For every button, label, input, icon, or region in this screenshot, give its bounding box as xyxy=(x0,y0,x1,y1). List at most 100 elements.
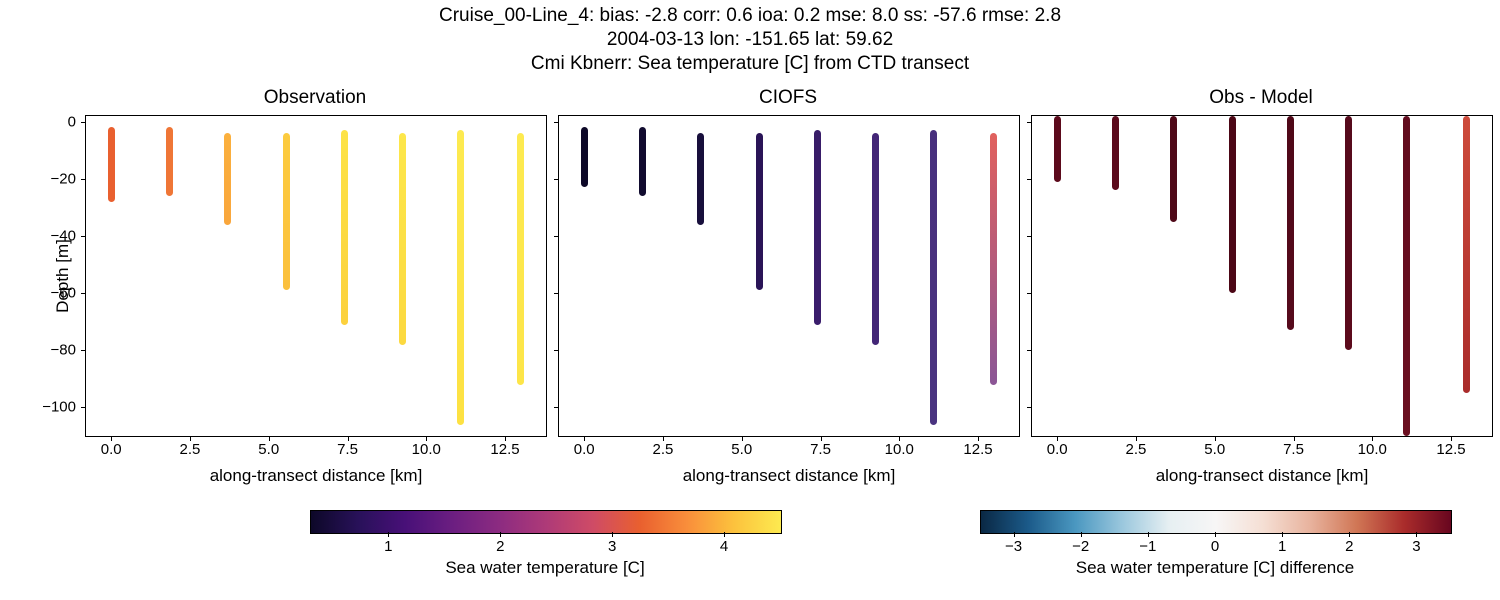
y-tick-label: −40 xyxy=(51,228,76,245)
y-tick-mark xyxy=(1027,122,1032,123)
y-axis-label: Depth [m] xyxy=(53,239,73,313)
ctd-profile xyxy=(1112,116,1119,190)
colorbar-tick-mark xyxy=(1349,532,1350,537)
ctd-profile xyxy=(990,133,997,384)
colorbar-tick-label: 3 xyxy=(608,538,616,555)
panels-row: ObservationDepth [m]0−20−40−60−80−1000.0… xyxy=(85,115,1485,455)
y-tick-mark xyxy=(1027,350,1032,351)
panel-2: Obs - Model0.02.55.07.510.012.5along-tra… xyxy=(1031,115,1491,455)
ctd-profile xyxy=(581,127,588,187)
ctd-profile xyxy=(697,133,704,224)
y-tick-mark xyxy=(554,179,559,180)
plot-area: 0.02.55.07.510.012.5along-transect dista… xyxy=(1031,115,1493,437)
colorbar-tick-mark xyxy=(724,532,725,537)
x-tick-label: 5.0 xyxy=(731,441,752,458)
y-tick-mark xyxy=(81,179,86,180)
colorbar-tick-mark xyxy=(1081,532,1082,537)
x-tick-mark xyxy=(505,436,506,441)
ctd-profile xyxy=(930,130,937,424)
panel-title: CIOFS xyxy=(558,87,1018,109)
y-tick-label: −80 xyxy=(51,342,76,359)
x-tick-label: 5.0 xyxy=(258,441,279,458)
y-tick-label: −20 xyxy=(51,170,76,187)
ctd-profile xyxy=(756,133,763,290)
suptitle-line-3: Cmi Kbnerr: Sea temperature [C] from CTD… xyxy=(0,52,1500,76)
x-tick-mark xyxy=(1057,436,1058,441)
panel-1: CIOFS0.02.55.07.510.012.5along-transect … xyxy=(558,115,1018,455)
y-tick-mark xyxy=(554,350,559,351)
colorbar-tick-label: 4 xyxy=(720,538,728,555)
x-axis-label: along-transect distance [km] xyxy=(559,466,1019,486)
colorbar-tick-mark xyxy=(1282,532,1283,537)
panel-title: Obs - Model xyxy=(1031,87,1491,109)
x-tick-label: 10.0 xyxy=(412,441,441,458)
y-tick-label: −60 xyxy=(51,285,76,302)
x-tick-label: 12.5 xyxy=(963,441,992,458)
colorbar-gradient xyxy=(980,510,1452,534)
x-tick-label: 12.5 xyxy=(490,441,519,458)
plot-area: Depth [m]0−20−40−60−80−1000.02.55.07.510… xyxy=(85,115,547,437)
x-tick-mark xyxy=(348,436,349,441)
ctd-profile xyxy=(224,133,231,224)
x-tick-label: 7.5 xyxy=(1283,441,1304,458)
ctd-profile xyxy=(341,130,348,324)
ctd-profile xyxy=(399,133,406,344)
colorbar-tick-mark xyxy=(612,532,613,537)
x-tick-mark xyxy=(1215,436,1216,441)
ctd-profile xyxy=(1287,116,1294,330)
y-tick-mark xyxy=(1027,179,1032,180)
y-tick-label: −100 xyxy=(42,399,76,416)
y-tick-mark xyxy=(554,293,559,294)
x-axis-label: along-transect distance [km] xyxy=(1032,466,1492,486)
y-tick-mark xyxy=(554,407,559,408)
colorbar-tick-label: −1 xyxy=(1139,538,1156,555)
ctd-profile xyxy=(1229,116,1236,293)
colorbar-tick-label: 1 xyxy=(384,538,392,555)
x-tick-label: 10.0 xyxy=(885,441,914,458)
x-tick-label: 0.0 xyxy=(101,441,122,458)
x-tick-mark xyxy=(111,436,112,441)
x-tick-mark xyxy=(1136,436,1137,441)
y-tick-mark xyxy=(1027,293,1032,294)
ctd-profile xyxy=(108,127,115,201)
x-tick-mark xyxy=(821,436,822,441)
y-tick-mark xyxy=(554,236,559,237)
colorbar-tick-label: 1 xyxy=(1278,538,1286,555)
ctd-profile xyxy=(1345,116,1352,350)
x-tick-label: 7.5 xyxy=(810,441,831,458)
x-tick-label: 10.0 xyxy=(1358,441,1387,458)
x-tick-mark xyxy=(742,436,743,441)
panel-title: Observation xyxy=(85,87,545,109)
ctd-profile xyxy=(872,133,879,344)
figure: Cruise_00-Line_4: bias: -2.8 corr: 0.6 i… xyxy=(0,0,1500,600)
x-tick-mark xyxy=(1294,436,1295,441)
ctd-profile xyxy=(1054,116,1061,182)
ctd-profile xyxy=(814,130,821,324)
colorbar-diff: −3−2−10123Sea water temperature [C] diff… xyxy=(980,510,1450,580)
x-tick-mark xyxy=(269,436,270,441)
plot-area: 0.02.55.07.510.012.5along-transect dista… xyxy=(558,115,1020,437)
ctd-profile xyxy=(283,133,290,290)
colorbar-gradient xyxy=(310,510,782,534)
colorbar-tick-label: 0 xyxy=(1211,538,1219,555)
y-tick-mark xyxy=(1027,236,1032,237)
suptitle-line-2: 2004-03-13 lon: -151.65 lat: 59.62 xyxy=(0,28,1500,52)
colorbar-tick-label: 2 xyxy=(1345,538,1353,555)
colorbar-tick-mark xyxy=(1416,532,1417,537)
y-tick-mark xyxy=(554,122,559,123)
colorbar-tick-label: 2 xyxy=(496,538,504,555)
x-tick-mark xyxy=(899,436,900,441)
x-axis-label: along-transect distance [km] xyxy=(86,466,546,486)
colorbar-tick-mark xyxy=(1148,532,1149,537)
x-tick-label: 12.5 xyxy=(1436,441,1465,458)
x-tick-label: 0.0 xyxy=(1047,441,1068,458)
ctd-profile xyxy=(1403,116,1410,436)
x-tick-mark xyxy=(190,436,191,441)
x-tick-mark xyxy=(426,436,427,441)
colorbar-label: Sea water temperature [C] difference xyxy=(980,558,1450,578)
x-tick-mark xyxy=(663,436,664,441)
ctd-profile xyxy=(517,133,524,384)
x-tick-label: 2.5 xyxy=(653,441,674,458)
ctd-profile xyxy=(166,127,173,196)
colorbar-main: 1234Sea water temperature [C] xyxy=(310,510,780,580)
